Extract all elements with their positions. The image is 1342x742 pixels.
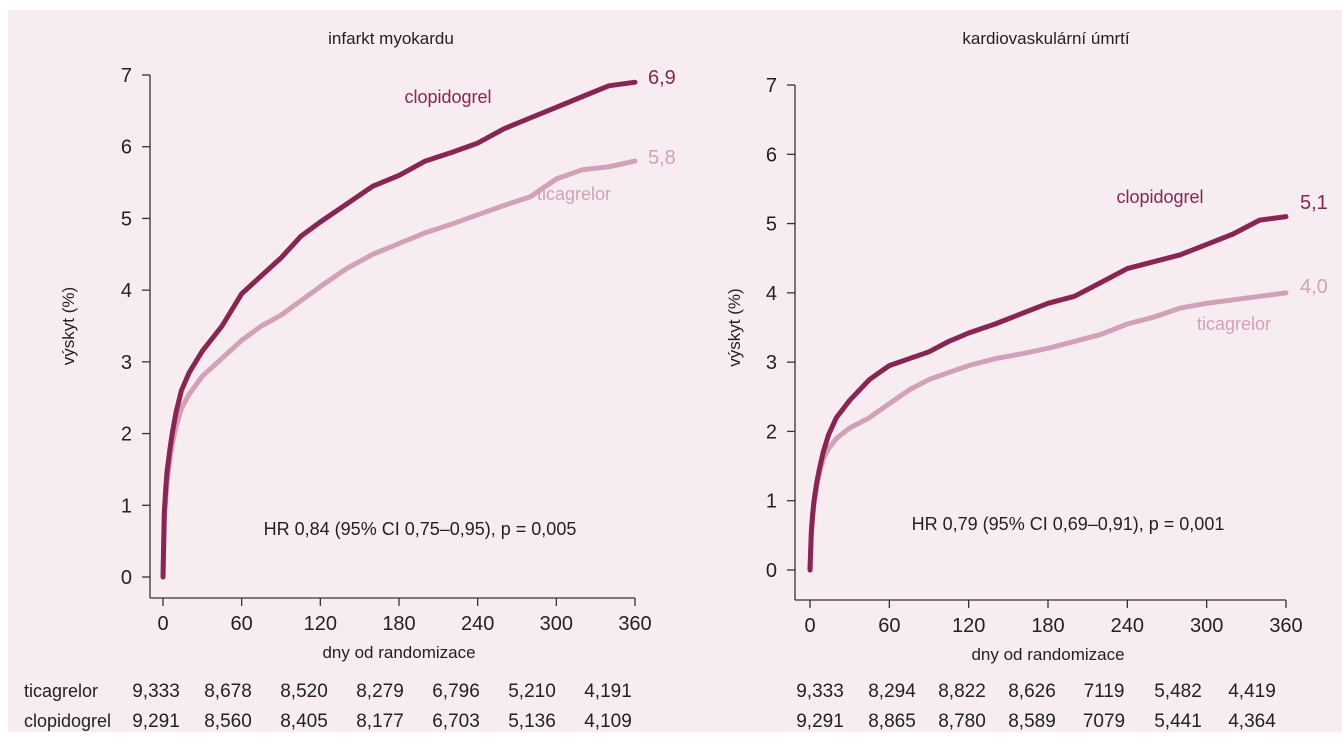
y-tick-label: 1 [121,495,132,517]
x-tick-label: 60 [878,615,900,637]
y-axis-label: výskyt (%) [725,288,744,366]
x-tick-label: 360 [618,613,651,635]
x-tick-label: 0 [804,615,815,637]
y-tick-label: 0 [766,560,777,582]
x-tick-label: 360 [1269,615,1302,637]
end-value-ticagrelor: 5,8 [648,147,676,169]
at-risk-value: 8,626 [1008,681,1056,702]
y-tick-label: 5 [766,214,777,236]
chart-title: infarkt myokardu [328,29,454,48]
y-tick-label: 3 [766,352,777,374]
at-risk-value: 4,364 [1228,711,1276,732]
at-risk-value: 5,482 [1154,681,1202,702]
at-risk-value: 5,210 [508,681,556,702]
x-tick-label: 300 [1190,615,1223,637]
x-tick-label: 240 [461,613,494,635]
at-risk-value: 8,780 [938,711,986,732]
at-risk-value: 8,405 [280,711,328,732]
x-tick-label: 120 [304,613,337,635]
at-risk-value: 4,109 [584,711,632,732]
at-risk-value: 4,419 [1228,681,1276,702]
hr-annotation: HR 0,84 (95% CI 0,75–0,95), p = 0,005 [264,519,577,539]
at-risk-value: 9,333 [796,681,844,702]
end-value-clopidogrel: 6,9 [648,67,676,89]
series-name-ticagrelor: ticagrelor [537,184,611,204]
y-tick-label: 0 [121,567,132,589]
x-tick-label: 180 [382,613,415,635]
series-name-clopidogrel: clopidogrel [404,87,491,107]
at-risk-value: 8,822 [938,681,986,702]
series-line-ticagrelor [160,158,638,580]
x-tick-label: 180 [1031,615,1064,637]
y-tick-label: 2 [766,421,777,443]
at-risk-value: 5,441 [1154,711,1202,732]
at-risk-value: 9,291 [796,711,844,732]
risk-row-label-clopidogrel: clopidogrel [24,711,111,731]
at-risk-value: 4,191 [584,681,632,702]
at-risk-value: 5,136 [508,711,556,732]
x-tick-label: 240 [1111,615,1144,637]
y-tick-label: 6 [121,137,132,159]
x-axis-label: dny od randomizace [322,643,475,662]
y-tick-label: 3 [121,352,132,374]
at-risk-value: 8,678 [204,681,252,702]
y-axis-label: výskyt (%) [59,287,78,365]
y-tick-label: 1 [766,491,777,513]
end-value-ticagrelor: 4,0 [1300,276,1328,298]
hr-annotation: HR 0,79 (95% CI 0,69–0,91), p = 0,001 [912,514,1225,534]
at-risk-value: 7119 [1084,681,1125,702]
y-tick-label: 7 [766,75,777,97]
chart-title: kardiovaskulární úmrtí [962,29,1130,48]
x-tick-label: 120 [952,615,985,637]
at-risk-value: 8,177 [356,711,404,732]
chart-1: infarkt myokardu 0 1 2 3 4 5 6 7 0 60 120 180 240 300 3… [24,29,676,732]
x-tick-label: 60 [231,613,253,635]
at-risk-value: 8,589 [1008,711,1056,732]
at-risk-value: 8,294 [868,681,916,702]
x-tick-label: 0 [157,613,168,635]
x-axis-label: dny od randomizace [971,645,1124,664]
y-tick-label: 4 [766,283,777,305]
at-risk-value: 9,333 [132,681,180,702]
figure-panel: infarkt myokardu 0 1 2 3 4 5 6 7 0 60 120 180 240 300 3… [8,10,1342,732]
chart-2: kardiovaskulární úmrtí 0 1 2 3 4 5 6 7 0 60 120 180 2… [725,29,1328,732]
at-risk-value: 7079 [1083,711,1125,732]
at-risk-value: 6,796 [432,681,480,702]
at-risk-value: 8,560 [204,711,252,732]
y-tick-label: 6 [766,144,777,166]
series-name-ticagrelor: ticagrelor [1197,314,1271,334]
at-risk-value: 9,291 [132,711,180,732]
y-tick-label: 2 [121,424,132,446]
at-risk-value: 8,520 [280,681,328,702]
y-tick-label: 5 [121,208,132,230]
x-tick-label: 300 [540,613,573,635]
y-tick-label: 7 [121,65,132,87]
series-name-clopidogrel: clopidogrel [1116,187,1203,207]
y-tick-label: 4 [121,280,132,302]
series-line-clopidogrel [807,214,1289,573]
series-line-clopidogrel [160,79,638,580]
end-value-clopidogrel: 5,1 [1300,192,1328,214]
at-risk-value: 6,703 [432,711,480,732]
risk-row-label-ticagrelor: ticagrelor [24,681,98,701]
at-risk-value: 8,865 [868,711,916,732]
at-risk-value: 8,279 [356,681,404,702]
